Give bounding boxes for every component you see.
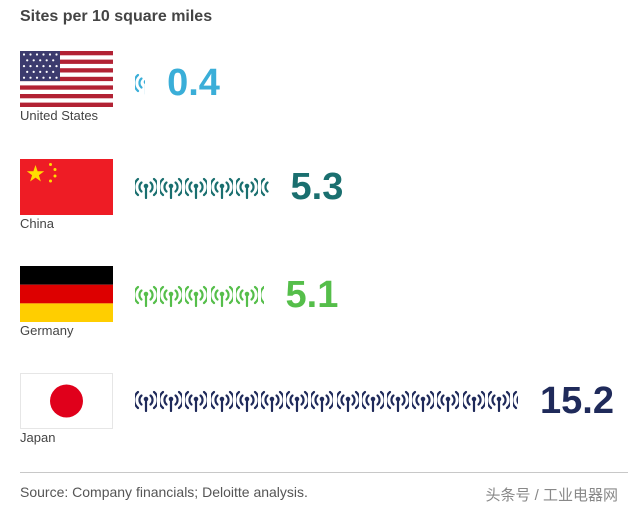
cell-tower-icon (185, 283, 208, 307)
country-label: Japan (20, 430, 56, 445)
cell-tower-icon (160, 283, 183, 307)
value-label: 5.3 (290, 166, 344, 208)
country-row-germany: Germany 5.1 (0, 263, 630, 363)
country-label: United States (20, 108, 99, 123)
cell-tower-icon (235, 388, 258, 412)
cell-tower-icon (160, 175, 183, 199)
icon-row (135, 71, 146, 95)
cell-tower-icon (135, 71, 146, 95)
chart-title: Sites per 10 square miles (20, 8, 213, 25)
cell-tower-icon (361, 388, 384, 412)
cell-tower-icon (387, 388, 409, 412)
cell-tower-icon (462, 388, 485, 412)
country-row-japan: Japan 15.2 (0, 370, 630, 470)
cell-tower-icon (185, 388, 208, 412)
cell-tower-icon (513, 388, 519, 412)
icon-row (135, 283, 264, 307)
cell-tower-icon (135, 388, 157, 412)
cell-tower-icon (160, 388, 183, 412)
cell-tower-icon (487, 388, 510, 412)
cell-tower-icon (210, 388, 233, 412)
icon-row (135, 175, 269, 199)
value-label: 15.2 (540, 380, 614, 422)
cell-tower-icon (261, 175, 269, 199)
cell-tower-icon (261, 283, 264, 307)
cell-tower-icon (210, 283, 233, 307)
cell-tower-icon (311, 388, 334, 412)
value-label: 0.4 (167, 62, 220, 104)
cell-tower-icon (135, 175, 157, 199)
source-note: Source: Company financials; Deloitte ana… (20, 484, 308, 500)
cell-tower-icon (412, 388, 435, 412)
divider (20, 472, 628, 473)
watermark: 头条号 / 工业电器网 (485, 487, 618, 504)
cell-tower-icon (185, 175, 208, 199)
cell-tower-icon (235, 175, 258, 199)
cell-tower-icon (235, 283, 258, 307)
cell-tower-icon (210, 175, 233, 199)
country-label: China (20, 216, 54, 231)
cell-tower-icon (135, 283, 157, 307)
value-label: 5.1 (285, 274, 339, 316)
china-flag (20, 159, 113, 215)
icon-row (135, 388, 519, 412)
cell-tower-icon (261, 388, 283, 412)
cell-tower-icon (286, 388, 309, 412)
cell-tower-icon (437, 388, 460, 412)
japan-flag (20, 373, 113, 429)
cell-tower-icon (336, 388, 359, 412)
country-row-china: China 5.3 (0, 156, 630, 256)
country-row-united-states: United States 0.4 (0, 48, 630, 148)
us-flag (20, 51, 113, 107)
country-label: Germany (20, 323, 74, 338)
germany-flag (20, 266, 113, 322)
